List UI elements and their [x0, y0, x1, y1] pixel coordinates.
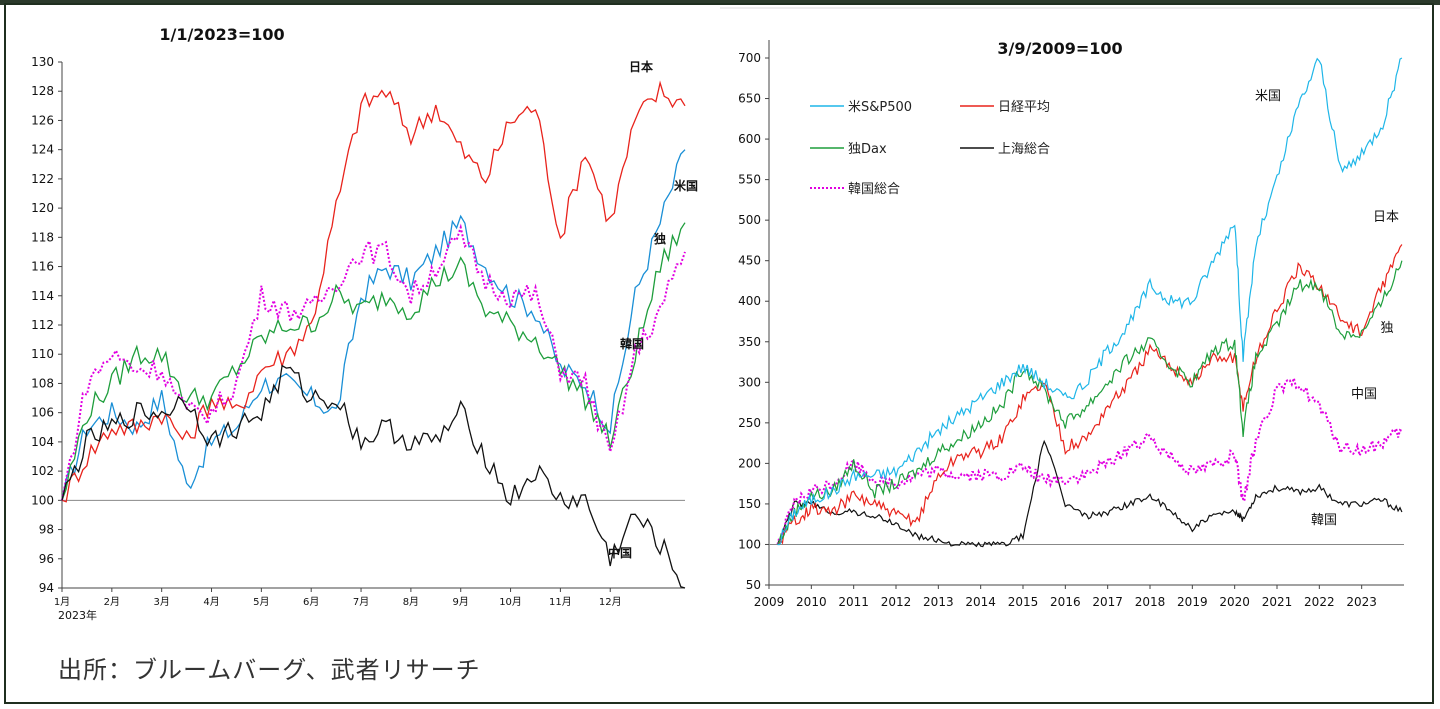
y-tick-label: 650 — [738, 92, 761, 106]
x-tick-label: 5月 — [253, 596, 269, 608]
x-tick-label: 2015 — [1008, 595, 1039, 609]
x-tick-label: 7月 — [353, 596, 369, 608]
y-tick-label: 106 — [31, 406, 54, 420]
x-tick-label: 11月 — [549, 596, 572, 608]
y-tick-label: 130 — [31, 55, 54, 69]
y-tick-label: 700 — [738, 51, 761, 65]
y-tick-label: 500 — [738, 213, 761, 227]
x-tick-label: 3月 — [153, 596, 169, 608]
y-tick-label: 114 — [31, 289, 54, 303]
series-end-label: 米国 — [1255, 89, 1281, 104]
y-tick-label: 550 — [738, 173, 761, 187]
y-tick-label: 128 — [31, 84, 54, 98]
y-tick-label: 94 — [39, 581, 54, 595]
x-tick-label: 10月 — [499, 596, 522, 608]
y-tick-label: 100 — [738, 537, 761, 551]
top-border-line — [0, 0, 1440, 5]
legend-label: 日経平均 — [998, 100, 1050, 115]
y-tick-label: 100 — [31, 493, 54, 507]
x-tick-label: 2月 — [104, 596, 120, 608]
series-end-label: 韓国 — [1311, 513, 1337, 528]
source-note: 出所：ブルームバーグ、武者リサーチ — [58, 656, 481, 684]
x-tick-label: 2013 — [923, 595, 954, 609]
y-tick-label: 98 — [39, 523, 54, 537]
y-tick-label: 124 — [31, 143, 54, 157]
y-tick-label: 110 — [31, 347, 54, 361]
y-tick-label: 108 — [31, 376, 54, 390]
x-tick-label: 2014 — [965, 595, 996, 609]
legend-label: 独Dax — [848, 142, 887, 157]
legend-label: 上海総合 — [998, 142, 1050, 157]
series-end-label: 中国 — [1351, 387, 1377, 402]
series-line-0 — [777, 57, 1403, 546]
x-tick-label: 12月 — [599, 596, 622, 608]
series-line-2 — [61, 222, 686, 501]
y-tick-label: 450 — [738, 254, 761, 268]
y-tick-label: 118 — [31, 230, 54, 244]
y-tick-label: 350 — [738, 335, 761, 349]
x-tick-label: 8月 — [403, 596, 419, 608]
y-tick-label: 250 — [738, 416, 761, 430]
x-tick-label: 2009 — [754, 595, 785, 609]
x-tick-label: 2019 — [1177, 595, 1208, 609]
y-tick-label: 400 — [738, 294, 761, 308]
chart-title: 1/1/2023=100 — [159, 25, 284, 44]
chart-title: 3/9/2009=100 — [997, 39, 1122, 58]
legend-label: 米S&P500 — [848, 100, 912, 115]
y-tick-label: 104 — [31, 435, 54, 449]
x-tick-label: 6月 — [303, 596, 319, 608]
x-tick-label: 2018 — [1135, 595, 1166, 609]
series-line-2 — [776, 260, 1403, 545]
y-tick-label: 112 — [31, 318, 54, 332]
x-tick-label: 9月 — [453, 596, 469, 608]
series-end-label: 日本 — [1373, 210, 1399, 225]
series-end-label: 日本 — [629, 59, 653, 74]
series-line-0 — [61, 149, 686, 501]
chart-since-2009-relative: 3/9/2009=100 50 100 150 200 250 300 350 400 450 50… — [720, 7, 1420, 609]
series-line-3 — [61, 223, 686, 501]
y-tick-label: 116 — [31, 260, 54, 274]
y-tick-label: 96 — [39, 552, 54, 566]
y-tick-label: 200 — [738, 456, 761, 470]
y-tick-label: 600 — [738, 132, 761, 146]
x-tick-label: 2012 — [881, 595, 912, 609]
series-line-1 — [61, 80, 686, 503]
y-tick-label: 126 — [31, 113, 54, 127]
series-end-label: 韓国 — [620, 336, 644, 351]
y-tick-label: 50 — [746, 578, 761, 592]
y-tick-label: 150 — [738, 497, 761, 511]
x-tick-label: 2016 — [1050, 595, 1081, 609]
y-tick-label: 120 — [31, 201, 54, 215]
x-tick-label: 4月 — [203, 596, 219, 608]
legend-label: 韓国総合 — [848, 182, 900, 197]
x-year-label: 2023年 — [58, 608, 97, 622]
x-tick-label: 2023 — [1346, 595, 1377, 609]
chart-2023-relative: 1/1/2023=100 94 96 98 100 102 104 106 108 110 112 1… — [31, 25, 698, 622]
x-tick-label: 2021 — [1262, 595, 1293, 609]
series-line-4 — [776, 374, 1403, 545]
series-end-label: 独 — [1380, 321, 1393, 336]
x-tick-label: 2020 — [1219, 595, 1250, 609]
series-line-4 — [61, 364, 686, 589]
series-line-3 — [776, 439, 1403, 548]
series-end-label: 米国 — [674, 178, 698, 193]
x-tick-label: 2010 — [796, 595, 827, 609]
y-tick-label: 122 — [31, 172, 54, 186]
figure-frame — [4, 3, 1434, 704]
x-tick-label: 2022 — [1304, 595, 1335, 609]
series-end-label: 中国 — [608, 545, 632, 560]
series-end-label: 独 — [653, 231, 666, 246]
x-tick-label: 2011 — [838, 595, 869, 609]
y-tick-label: 300 — [738, 375, 761, 389]
series-line-1 — [777, 244, 1403, 546]
x-tick-label: 1月 — [54, 596, 70, 608]
y-tick-label: 102 — [31, 464, 54, 478]
x-tick-label: 2017 — [1092, 595, 1123, 609]
